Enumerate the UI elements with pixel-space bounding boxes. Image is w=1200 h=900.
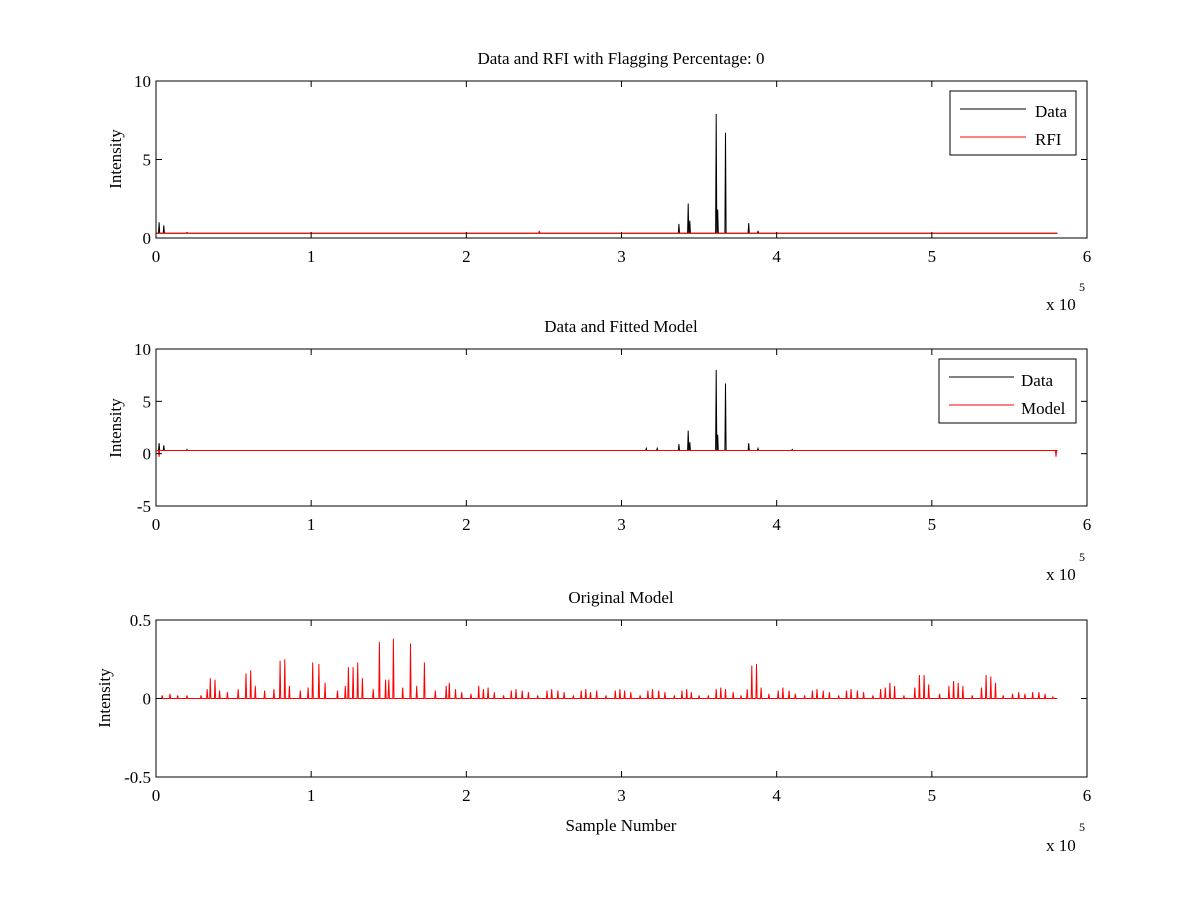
y-tick-label: 0 [143, 690, 152, 709]
x-tick-label: 1 [307, 247, 316, 266]
legend-label-data: Data [1021, 371, 1054, 390]
panel-fitted-model: Data and Fitted Model Intensity x 10 5 0… [106, 317, 1091, 584]
x-exponent-base: x 10 [1046, 295, 1076, 314]
panel-rfi: Data and RFI with Flagging Percentage: 0… [106, 49, 1091, 314]
legend-label-rfi: RFI [1035, 130, 1062, 149]
legend-box [938, 358, 1077, 424]
x-tick-label: 2 [462, 786, 471, 805]
legend: Data RFI [949, 90, 1077, 156]
y-tick-label: 0.5 [130, 611, 151, 630]
series-line-data [156, 369, 1058, 451]
y-tick-label: 5 [143, 392, 152, 411]
x-tick-label: 0 [152, 515, 161, 534]
y-tick-label: -5 [137, 497, 151, 516]
y-axis-label: Intensity [106, 129, 125, 189]
legend-label-data: Data [1035, 102, 1068, 121]
chart-title: Data and RFI with Flagging Percentage: 0 [477, 49, 764, 68]
chart-title: Original Model [568, 588, 674, 607]
x-tick-label: 3 [617, 786, 626, 805]
series-line-rfi [156, 230, 1058, 234]
y-axis-label: Intensity [106, 398, 125, 458]
x-tick-label: 4 [772, 515, 781, 534]
panel-original-model: Original Model Intensity Sample Number x… [95, 588, 1091, 855]
series-line-model [156, 450, 1058, 457]
y-tick-label: -0.5 [124, 768, 151, 787]
x-tick-label: 4 [772, 786, 781, 805]
legend: Data Model [938, 358, 1077, 424]
axes-box [155, 80, 1088, 239]
x-tick-label: 0 [152, 786, 161, 805]
x-exponent-power: 5 [1079, 820, 1085, 834]
chart-title: Data and Fitted Model [544, 317, 698, 336]
x-tick-label: 2 [462, 247, 471, 266]
plot-area: 0 1 2 3 4 5 6-0.500.5 [124, 611, 1091, 805]
plot-area: 0 1 2 3 4 5 6 0 5 10 [134, 72, 1091, 266]
y-tick-label: 10 [134, 340, 151, 359]
x-tick-label: 6 [1083, 247, 1092, 266]
series-line-data [156, 113, 1058, 234]
x-tick-label: 1 [307, 786, 316, 805]
x-tick-label: 3 [617, 247, 626, 266]
series-line-model [156, 638, 1058, 699]
y-tick-label: 0 [143, 445, 152, 464]
x-tick-label: 3 [617, 515, 626, 534]
y-tick-label: 0 [143, 229, 152, 248]
y-tick-label: 10 [134, 72, 151, 91]
y-tick-label: 5 [143, 151, 152, 170]
x-exponent-base: x 10 [1046, 836, 1076, 855]
x-tick-label: 1 [307, 515, 316, 534]
x-exponent-power: 5 [1079, 280, 1085, 294]
x-tick-label: 2 [462, 515, 471, 534]
x-tick-label: 5 [928, 247, 937, 266]
x-tick-label: 5 [928, 786, 937, 805]
x-tick-label: 4 [772, 247, 781, 266]
x-tick-label: 0 [152, 247, 161, 266]
legend-box [949, 90, 1077, 156]
y-axis-label: Intensity [95, 668, 114, 728]
x-tick-label: 6 [1083, 515, 1092, 534]
x-exponent-power: 5 [1079, 550, 1085, 564]
legend-label-model: Model [1021, 399, 1066, 418]
x-exponent-base: x 10 [1046, 565, 1076, 584]
x-axis-label: Sample Number [566, 816, 677, 835]
x-tick-label: 6 [1083, 786, 1092, 805]
x-tick-label: 5 [928, 515, 937, 534]
